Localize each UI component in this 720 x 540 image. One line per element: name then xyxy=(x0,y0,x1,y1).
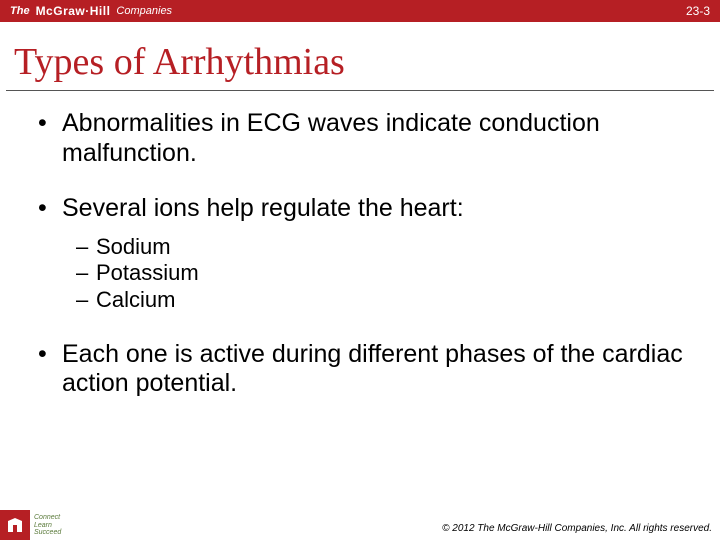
bullet-text: Abnormalities in ECG waves indicate cond… xyxy=(62,109,600,167)
publisher-logo-icon xyxy=(0,510,30,540)
sub-bullet-text: Sodium xyxy=(96,234,171,259)
sub-bullet-text: Calcium xyxy=(96,287,175,312)
content: Abnormalities in ECG waves indicate cond… xyxy=(0,109,720,399)
brand-name: McGraw·Hill xyxy=(36,4,111,18)
title-rule xyxy=(6,90,714,91)
brand-companies: Companies xyxy=(116,5,172,17)
tag-line: Connect xyxy=(34,514,61,522)
sub-bullet-item: Sodium xyxy=(76,234,684,261)
sub-bullet-text: Potassium xyxy=(96,260,199,285)
tag-line: Learn xyxy=(34,522,61,530)
copyright: © 2012 The McGraw-Hill Companies, Inc. A… xyxy=(442,523,712,534)
page-number: 23-3 xyxy=(686,4,710,18)
brand-the: The xyxy=(10,5,30,17)
sub-bullet-item: Potassium xyxy=(76,260,684,287)
bullet-text: Several ions help regulate the heart: xyxy=(62,194,464,222)
sub-bullet-list: Sodium Potassium Calcium xyxy=(76,234,684,314)
header-bar: The McGraw·Hill Companies 23-3 xyxy=(0,0,720,22)
bullet-item: Several ions help regulate the heart: So… xyxy=(36,194,684,314)
bullet-text: Each one is active during different phas… xyxy=(62,340,683,398)
sub-bullet-item: Calcium xyxy=(76,287,684,314)
bullet-item: Abnormalities in ECG waves indicate cond… xyxy=(36,109,684,168)
bullet-item: Each one is active during different phas… xyxy=(36,340,684,399)
page-title: Types of Arrhythmias xyxy=(0,22,720,90)
tag-line: Succeed xyxy=(34,529,61,537)
footer: Connect Learn Succeed © 2012 The McGraw-… xyxy=(0,512,720,540)
footer-tagline: Connect Learn Succeed xyxy=(34,514,61,537)
bullet-list: Abnormalities in ECG waves indicate cond… xyxy=(36,109,684,399)
brand: The McGraw·Hill Companies xyxy=(10,4,172,18)
